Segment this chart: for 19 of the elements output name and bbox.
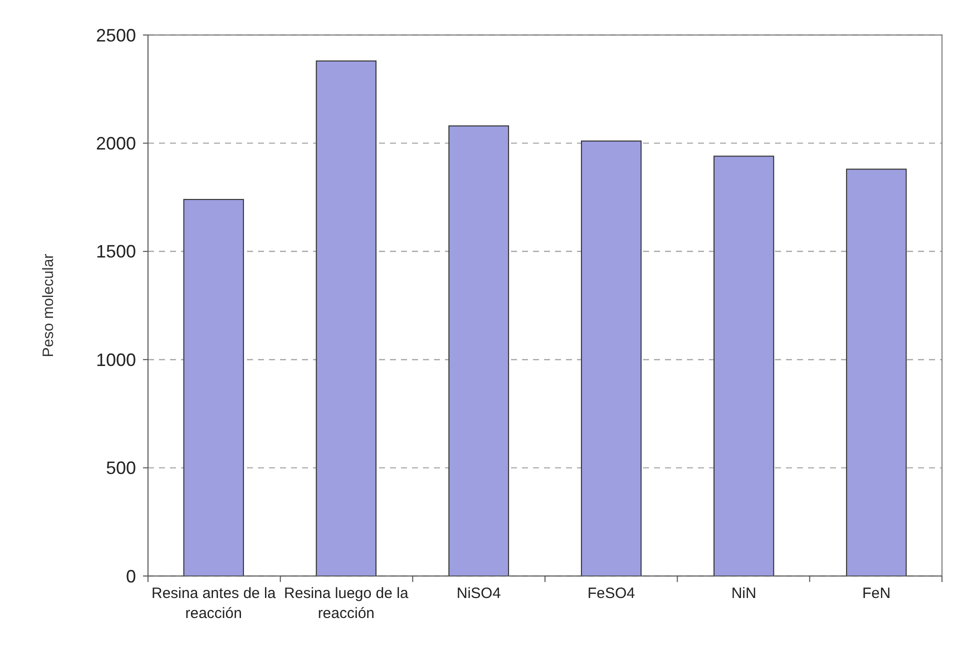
bar [580,140,642,576]
y-axis-title: Peso molecular [40,254,57,358]
bar [846,168,907,576]
x-tick-label: Resina luego de la reacción [284,585,409,622]
y-tick-label: 2500 [96,25,136,46]
bar [183,198,244,576]
x-tick-label: FeSO4 [588,585,636,602]
bar [714,156,774,576]
y-tick-label: 1500 [96,242,136,262]
y-tick-label: 0 [126,566,136,586]
y-tick-label: 1000 [96,350,136,370]
x-tick-label: Resina antes de la reacción [151,585,276,622]
bar [316,60,376,576]
y-tick-label: 2000 [96,134,136,154]
x-tick-label: NiN [731,585,756,602]
x-tick-label: FeN [862,585,891,602]
bar [448,125,510,576]
x-tick-label: NiSO4 [456,585,501,602]
y-tick-label: 500 [106,458,136,478]
